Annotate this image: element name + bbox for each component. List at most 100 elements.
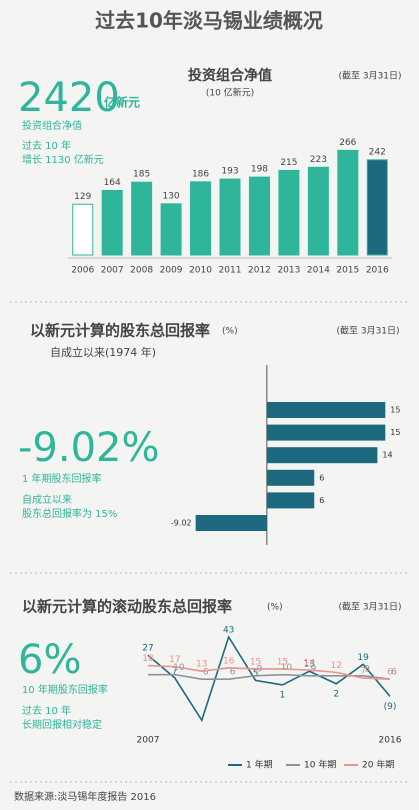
unit-note: (%) (267, 603, 283, 613)
bar (190, 181, 212, 256)
value-label: 6 (391, 668, 397, 678)
bar (101, 189, 123, 256)
value-label: 9 (364, 664, 370, 674)
chart-title: 投资组合净值 (188, 67, 272, 84)
value-label: 9 (310, 664, 316, 674)
bar (72, 203, 94, 256)
value-label: -9.02 (171, 519, 192, 528)
value-label: 10 (281, 663, 293, 673)
value-label: 215 (280, 158, 297, 168)
headline: 6% (18, 637, 81, 683)
bar (307, 166, 329, 256)
value-label: 2 (333, 689, 339, 699)
bar (366, 159, 388, 256)
value-label: 16 (223, 656, 235, 666)
x-tick-label: 2012 (248, 266, 271, 276)
value-label: 27 (142, 644, 153, 654)
x-tick-label: 2015 (336, 266, 359, 276)
value-label: 17 (169, 655, 180, 665)
headline-label: 1 年期股东回报率 (22, 472, 102, 485)
note: 过去 10 年 (22, 139, 71, 152)
bar (160, 203, 182, 256)
bar (266, 469, 315, 486)
value-label: 186 (192, 169, 209, 179)
x-tick-label: 2011 (219, 266, 242, 276)
value-label: 242 (369, 147, 386, 157)
legend-label: 20 年期 (362, 759, 394, 771)
bar (278, 169, 300, 256)
bar (266, 492, 315, 509)
page-title: 过去10年淡马锡业绩概况 (95, 9, 323, 33)
value-label: 164 (104, 178, 121, 188)
note: 长期回报相对稳定 (22, 718, 102, 731)
value-label: 43 (223, 625, 234, 635)
x-tick-label: 2010 (189, 266, 212, 276)
value-label: 13 (304, 660, 315, 670)
value-label: 13 (196, 660, 207, 670)
value-label: 15 (390, 406, 400, 415)
value-label: 6 (319, 496, 324, 505)
date-note: (截至 3月31日) (338, 601, 401, 613)
date-note: (截至 3月31日) (338, 70, 401, 82)
x-tick-label: 2014 (307, 266, 330, 276)
x-tick-label: 2016 (366, 266, 389, 276)
value-label: 198 (251, 165, 268, 175)
chart-subtitle: (10 亿新元) (206, 87, 254, 99)
headline: -9.02% (18, 425, 160, 471)
value-label: 6 (319, 473, 324, 482)
unit-note: (%) (222, 327, 238, 337)
legend-label: 10 年期 (304, 759, 336, 771)
value-label: 6 (203, 668, 209, 678)
headline-label: 投资组合净值 (22, 119, 82, 132)
source: 数据来源:淡马锡年度报告 2016 (14, 790, 156, 803)
legend-label: 1 年期 (246, 759, 273, 771)
value-label: 7 (360, 667, 366, 677)
value-label: 7 (172, 667, 178, 677)
bar (131, 181, 153, 256)
value-label: 18 (142, 654, 154, 664)
value-label: 19 (357, 653, 369, 663)
value-label: 6 (387, 668, 393, 678)
value-label: 14 (304, 659, 316, 669)
bar (337, 149, 359, 256)
headline: 2420 (18, 75, 120, 121)
value-label: 6 (230, 668, 236, 678)
value-label: 14 (382, 451, 392, 460)
value-label: 15 (250, 657, 261, 667)
value-label: 266 (339, 138, 356, 148)
x-tick-label: 2007 (101, 266, 124, 276)
note: 自成立以来 (22, 493, 72, 506)
value-label: 15 (277, 657, 288, 667)
chart-title: 以新元计算的滚动股东总回报率 (22, 598, 232, 616)
value-label: 193 (221, 167, 238, 177)
value-label: 12 (330, 661, 341, 671)
bar (248, 176, 270, 256)
x-tick-label: 2013 (277, 266, 300, 276)
chart-subtitle: 自成立以来(1974 年) (50, 345, 156, 359)
headline-unit: 亿新元 (104, 95, 140, 110)
value-label: (9) (384, 702, 397, 712)
line (147, 664, 391, 681)
value-label: 185 (133, 170, 150, 180)
value-label: 129 (74, 192, 91, 202)
x-tick-label: 2009 (160, 266, 183, 276)
note: 股东总回报率为 15% (22, 507, 117, 520)
bar (266, 447, 378, 464)
bar (266, 402, 386, 418)
x-tick-label: 2006 (71, 266, 94, 276)
value-label: 5 (253, 669, 259, 679)
bar (219, 178, 241, 256)
value-label: 15 (390, 428, 400, 437)
bar (195, 515, 267, 531)
bar (266, 424, 386, 441)
headline-label: 10 年期股东回报率 (22, 683, 108, 696)
note: 过去 10 年 (22, 704, 71, 717)
note: 增长 1130 亿新元 (22, 153, 104, 166)
x-tick-label: 2016 (379, 736, 402, 746)
line (147, 635, 391, 723)
chart-title: 以新元计算的股东总回报率 (30, 322, 210, 340)
value-label: 1 (280, 690, 286, 700)
value-label: 223 (310, 155, 327, 165)
value-label: 130 (162, 191, 179, 201)
x-tick-label: 2007 (137, 736, 160, 746)
